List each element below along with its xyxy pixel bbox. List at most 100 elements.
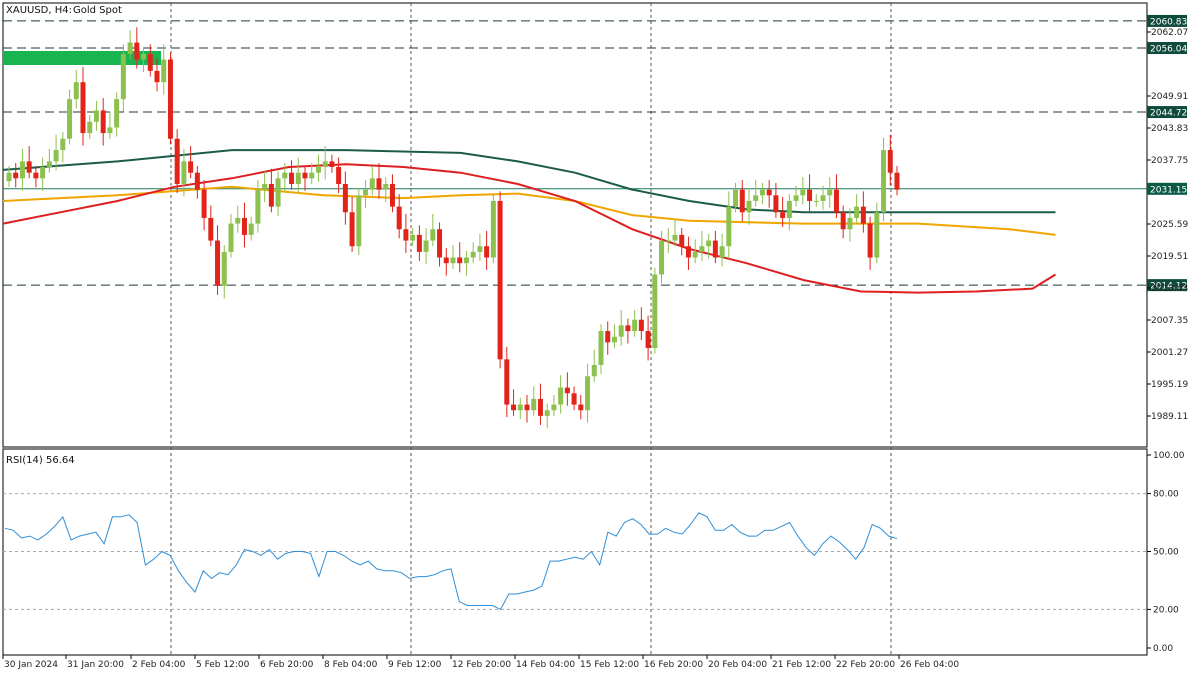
candle-body: [19, 161, 25, 179]
candle-body: [396, 206, 402, 230]
candle-body: [188, 161, 194, 173]
candle-body: [363, 189, 369, 196]
candle-body: [167, 59, 173, 139]
candle-body: [692, 251, 698, 258]
rsi-polyline: [4, 512, 898, 611]
candle-body: [410, 234, 416, 241]
candle-body: [598, 331, 604, 365]
moving-average-line: [2, 149, 1056, 214]
candle-body: [241, 217, 247, 235]
time-tick-label: 12 Feb 20:00: [452, 660, 511, 670]
level-tag-label: 2056.04: [1150, 45, 1187, 55]
time-tick-label: 30 Jan 2024: [4, 660, 58, 670]
candle-body: [551, 404, 557, 411]
candle-body: [874, 212, 880, 258]
candle-body: [127, 42, 133, 54]
candle-body: [423, 240, 429, 252]
time-tick-label: 21 Feb 12:00: [772, 660, 831, 670]
candle-body: [571, 393, 577, 405]
price-tick-label: 2019.51: [1151, 252, 1188, 262]
candle-body: [827, 189, 833, 196]
price-tick-label: 2062.07: [1151, 28, 1188, 38]
time-tick-label: 16 Feb 20:00: [644, 660, 703, 670]
candle-body: [215, 240, 221, 286]
candle-body: [389, 183, 395, 207]
candle-body: [578, 404, 584, 411]
candle-body: [807, 189, 813, 201]
candle-body: [295, 172, 301, 184]
candle-body: [87, 121, 93, 134]
candle-body: [524, 404, 530, 411]
candle-body: [275, 178, 281, 207]
candle-body: [490, 200, 496, 258]
rsi-tick-label: 80.00: [1153, 490, 1179, 500]
candle-body: [753, 195, 759, 201]
candle-body: [759, 189, 765, 196]
level-tag: [1147, 106, 1187, 119]
candle-body: [134, 42, 140, 60]
candle-body: [739, 189, 745, 213]
candle-body: [699, 246, 705, 252]
level-tag-label: 2014.12: [1150, 282, 1187, 292]
candle-body: [53, 150, 59, 162]
candle-body: [881, 150, 887, 213]
time-tick-label: 14 Feb 04:00: [516, 660, 575, 670]
level-tag: [1147, 42, 1187, 55]
candle-body: [463, 257, 469, 264]
candle-body: [181, 161, 187, 184]
rsi-label: RSI(14) 56.64: [6, 455, 75, 466]
candle-body: [201, 189, 207, 218]
price-tick-label: 2013.43: [1151, 284, 1188, 294]
candle-body: [268, 183, 274, 207]
candle-body: [60, 138, 66, 151]
candle-body: [255, 189, 261, 224]
candle-body: [437, 229, 443, 258]
candle-body: [780, 212, 786, 218]
candle-body: [679, 234, 685, 247]
level-lines: 2060.83 2056.04 2044.72 2014.12 2031.15: [3, 14, 1187, 292]
candle-body: [403, 229, 409, 241]
candlesticks: [6, 27, 900, 429]
candle-body: [766, 189, 772, 196]
time-tick-label: 31 Jan 20:00: [67, 660, 124, 670]
candle-body: [706, 240, 712, 247]
rsi-tick-label: 50.00: [1153, 548, 1179, 558]
candle-body: [564, 387, 570, 394]
candle-body: [638, 319, 644, 332]
candle-body: [33, 172, 39, 179]
price-tick-label: 2037.75: [1151, 156, 1188, 166]
candle-body: [282, 172, 288, 179]
price-tick-label: 2043.83: [1151, 124, 1188, 134]
candle-body: [820, 195, 826, 201]
candle-body: [457, 257, 463, 264]
candle-body: [537, 398, 543, 416]
axes: 2062.07 2049.91 2043.83 2037.75 2025.59 2019.…: [2, 28, 1188, 670]
price-tick-label: 1995.19: [1151, 380, 1188, 390]
candle-body: [887, 150, 893, 173]
candle-body: [416, 234, 422, 252]
candle-body: [221, 251, 227, 286]
candle-body: [154, 70, 160, 83]
candle-body: [786, 200, 792, 218]
candle-body: [228, 223, 234, 252]
candle-body: [854, 206, 860, 218]
candle-body: [585, 376, 591, 411]
candle-body: [712, 240, 718, 258]
candle-body: [625, 325, 631, 332]
candle-body: [13, 172, 19, 179]
candle-body: [309, 172, 315, 179]
candle-body: [558, 387, 564, 405]
time-tick-label: 9 Feb 12:00: [388, 660, 442, 670]
candle-body: [517, 404, 523, 411]
candle-body: [504, 359, 510, 405]
candle-body: [161, 59, 167, 83]
candle-body: [618, 325, 624, 337]
time-tick-label: 15 Feb 12:00: [580, 660, 639, 670]
candle-body: [632, 319, 638, 332]
candle-body: [726, 206, 732, 247]
candle-body: [67, 99, 73, 139]
level-tag-label: 2044.72: [1150, 109, 1187, 119]
candle-body: [773, 195, 779, 213]
price-tick-label: 2025.59: [1151, 220, 1188, 230]
